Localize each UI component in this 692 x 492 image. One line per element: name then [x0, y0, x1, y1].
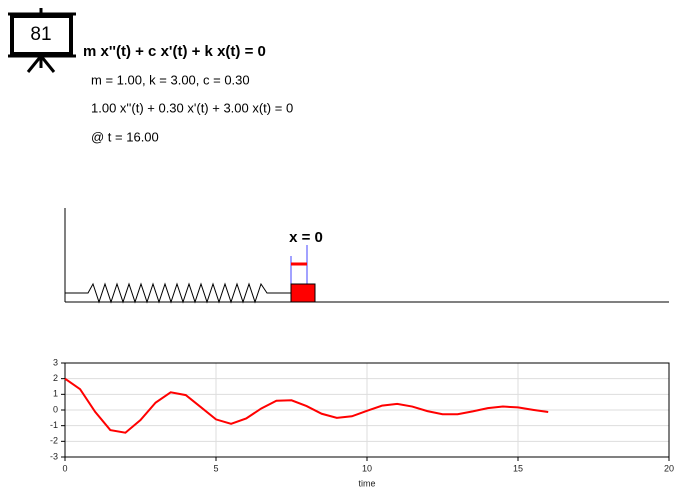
y-tick-label: -3	[50, 451, 58, 461]
x-tick-label: 15	[513, 463, 523, 473]
x-tick-label: 5	[213, 463, 218, 473]
plot-frame	[64, 362, 670, 458]
parameters: m = 1.00, k = 3.00, c = 0.30	[91, 72, 250, 87]
y-tick-label: 0	[53, 404, 58, 414]
equation: m x''(t) + c x'(t) + k x(t) = 0	[83, 43, 266, 60]
y-tick-label: -1	[50, 420, 58, 430]
badge-number: 81	[30, 24, 51, 45]
x-tick-label: 20	[664, 463, 674, 473]
y-tick-label: 2	[53, 373, 58, 383]
instance-equation: 1.00 x''(t) + 0.30 x'(t) + 3.00 x(t) = 0	[91, 100, 293, 115]
x-tick-label: 0	[62, 463, 67, 473]
spring-scene	[64, 208, 669, 304]
marker-label: x = 0	[289, 229, 323, 246]
time-label: @ t = 16.00	[91, 129, 159, 144]
response-curve	[64, 377, 549, 434]
y-tick-label: 3	[53, 357, 58, 367]
y-tick-label: -2	[50, 436, 58, 446]
badge-icon	[8, 8, 76, 73]
x-tick-label: 10	[362, 463, 372, 473]
y-tick-label: 1	[53, 389, 58, 399]
x-axis-label: time	[358, 478, 375, 488]
